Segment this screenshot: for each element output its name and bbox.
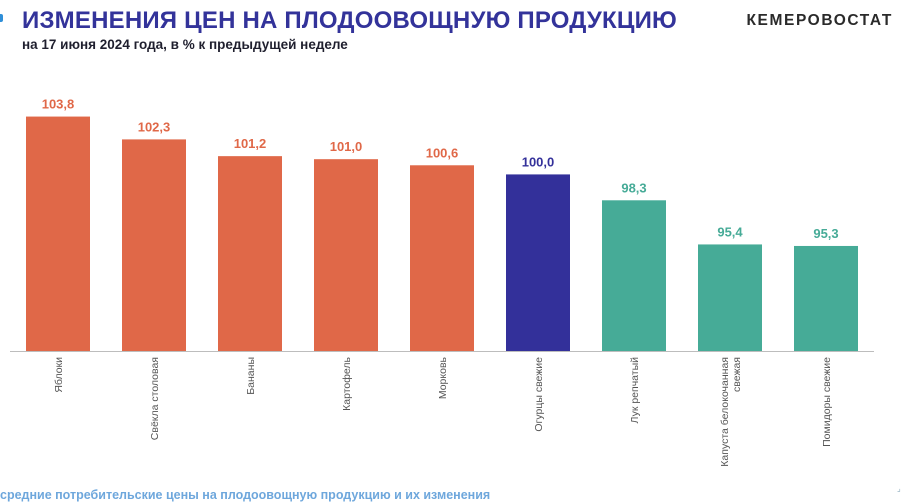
data-label: 95,3 — [813, 226, 838, 241]
category-label: Свёкла столовая — [149, 357, 161, 440]
category-label: Морковь — [437, 356, 449, 399]
data-label: 95,4 — [717, 224, 743, 239]
bar — [506, 174, 570, 351]
bar — [218, 156, 282, 351]
category-label: Лук репчатый — [629, 357, 641, 424]
category-label: Огурцы свежие — [533, 357, 545, 432]
category-label: свежая — [731, 357, 743, 392]
data-label: 100,0 — [522, 154, 555, 169]
bar — [794, 245, 858, 351]
data-label: 98,3 — [621, 180, 646, 195]
data-label: 101,0 — [330, 139, 363, 154]
data-label: 101,2 — [234, 136, 267, 151]
bar — [698, 244, 762, 351]
category-label: Капуста белокочанная — [719, 357, 731, 467]
brand-logo: КЕМЕРОВОСТАТ — [746, 12, 893, 29]
bar — [410, 165, 474, 351]
footer-caption: средние потребительские цены на плодоово… — [0, 488, 491, 502]
category-label: Яблоки — [53, 357, 65, 393]
header-accent-dot — [0, 14, 3, 22]
page-corner-icon: ⌟ — [897, 484, 901, 493]
page-title: ИЗМЕНЕНИЯ ЦЕН НА ПЛОДООВОЩНУЮ ПРОДУКЦИЮ — [22, 7, 678, 34]
page-subtitle: на 17 июня 2024 года, в % к предыдущей н… — [22, 37, 348, 52]
category-label: Бананы — [245, 357, 257, 395]
bar — [314, 159, 378, 351]
data-label: 102,3 — [138, 119, 171, 134]
category-label: Помидоры свежие — [821, 357, 833, 447]
bar — [602, 200, 666, 351]
data-label: 103,8 — [42, 97, 75, 112]
bar — [26, 116, 90, 351]
data-label: 100,6 — [426, 145, 459, 160]
bar — [122, 139, 186, 351]
category-label: Картофель — [341, 356, 353, 410]
